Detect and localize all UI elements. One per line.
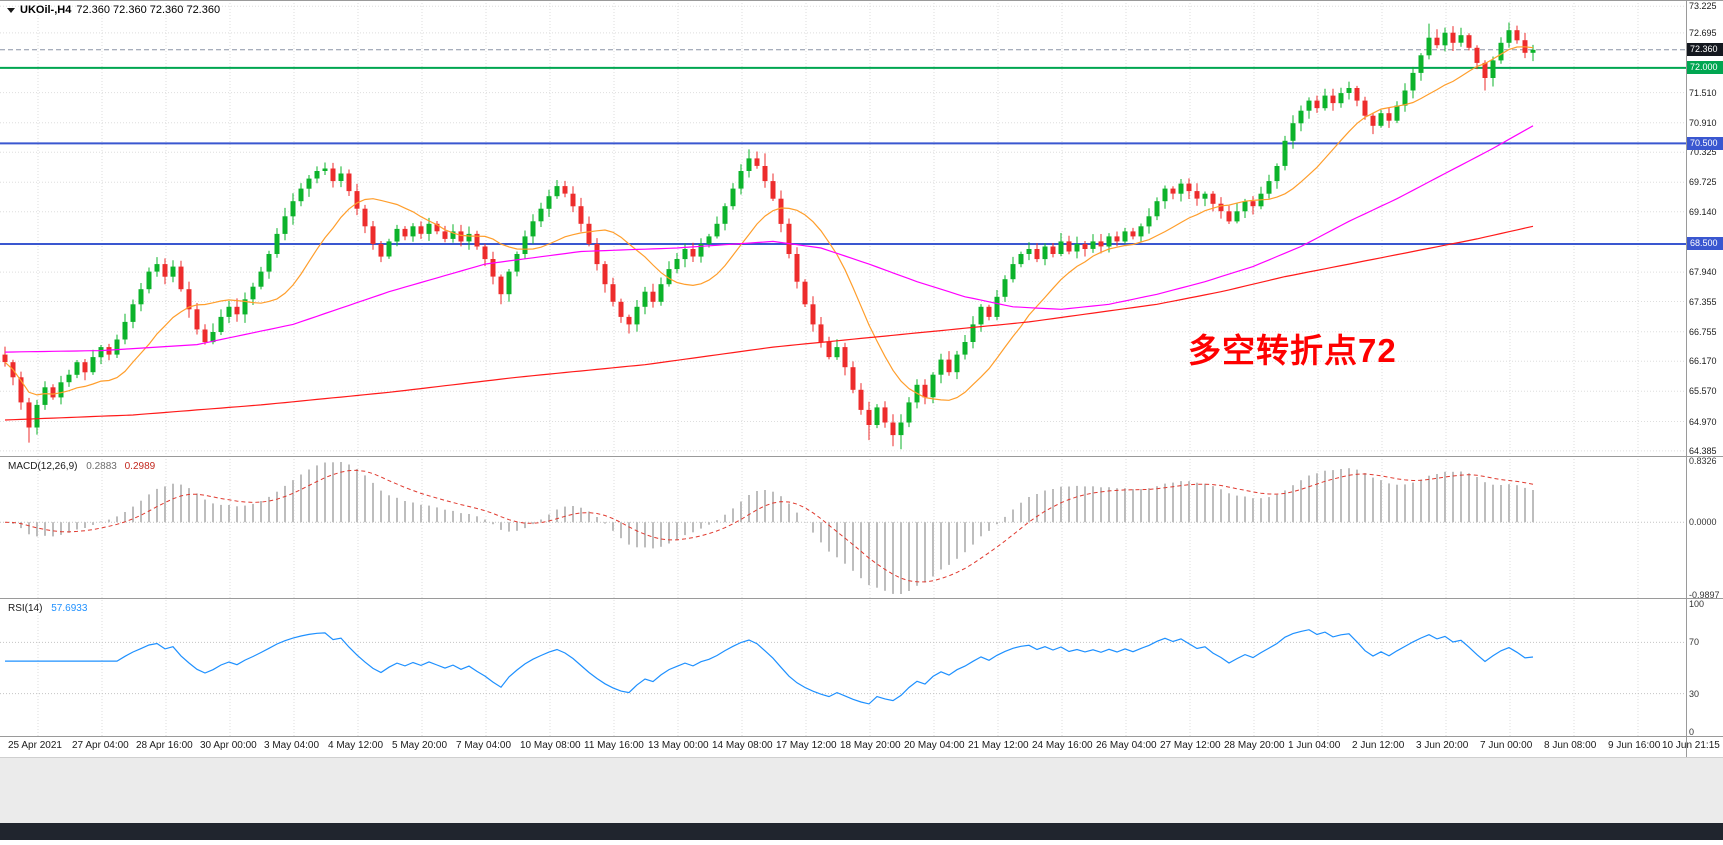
macd-axis-label: 0.0000 xyxy=(1689,517,1717,527)
time-axis-label: 10 Jun 21:15 xyxy=(1662,740,1720,751)
time-axis-label: 14 May 08:00 xyxy=(712,740,773,751)
time-axis-label: 27 May 12:00 xyxy=(1160,740,1221,751)
time-axis-label: 3 Jun 20:00 xyxy=(1416,740,1469,751)
time-axis-label: 27 Apr 04:00 xyxy=(72,740,129,751)
time-axis-label: 1 Jun 04:00 xyxy=(1288,740,1341,751)
time-axis-label: 26 May 04:00 xyxy=(1096,740,1157,751)
price-level-badge: 72.000 xyxy=(1687,61,1723,74)
price-axis-label: 65.570 xyxy=(1689,386,1717,396)
rsi-axis-label: 100 xyxy=(1689,599,1705,609)
price-axis-label: 64.385 xyxy=(1689,446,1717,456)
time-axis-label: 8 Jun 08:00 xyxy=(1544,740,1597,751)
time-axis-label: 3 May 04:00 xyxy=(264,740,320,751)
price-level-badge: 70.500 xyxy=(1687,137,1723,150)
ohlc-values: 72.360 72.360 72.360 72.360 xyxy=(76,4,221,16)
price-axis-label: 69.140 xyxy=(1689,207,1717,217)
time-axis-label: 25 Apr 2021 xyxy=(8,740,62,751)
price-axis-label: 66.170 xyxy=(1689,356,1717,366)
rsi-name: RSI(14) xyxy=(8,603,43,614)
time-axis-label: 2 Jun 12:00 xyxy=(1352,740,1405,751)
symbol-dropdown-icon[interactable] xyxy=(7,7,15,13)
time-axis-label: 7 May 04:00 xyxy=(456,740,512,751)
bottom-strip xyxy=(0,823,1723,840)
price-axis-label: 70.910 xyxy=(1689,118,1717,128)
rsi-axis-label: 0 xyxy=(1689,727,1695,737)
price-axis-label: 72.695 xyxy=(1689,28,1717,38)
price-axis-label: 67.355 xyxy=(1689,297,1717,307)
price-axis-label: 73.225 xyxy=(1689,1,1717,11)
price-axis-label: 71.510 xyxy=(1689,88,1717,98)
price-axis-label: 67.940 xyxy=(1689,267,1717,277)
macd-indicator-label: MACD(12,26,9) 0.2883 0.2989 xyxy=(8,461,155,472)
page-margin xyxy=(0,758,1723,823)
price-axis-label: 69.725 xyxy=(1689,177,1717,187)
current-price-badge: 72.360 xyxy=(1687,43,1723,56)
macd-main-value: 0.2883 xyxy=(86,461,117,472)
time-axis-label: 20 May 04:00 xyxy=(904,740,965,751)
chart-title-bar: UKOil-,H4 72.360 72.360 72.360 72.360 xyxy=(7,4,220,16)
rsi-value: 57.6933 xyxy=(51,603,88,614)
rsi-axis-label: 70 xyxy=(1689,637,1700,647)
price-axis-label: 70.325 xyxy=(1689,147,1717,157)
time-axis-label: 4 May 12:00 xyxy=(328,740,384,751)
symbol-timeframe-label: UKOil-,H4 xyxy=(20,4,72,16)
price-axis-label: 66.755 xyxy=(1689,327,1717,337)
time-axis-label: 9 Jun 16:00 xyxy=(1608,740,1661,751)
time-axis-label: 24 May 16:00 xyxy=(1032,740,1093,751)
time-axis-label: 13 May 00:00 xyxy=(648,740,709,751)
chart-annotation-text[interactable]: 多空转折点72 xyxy=(1188,332,1397,369)
rsi-indicator-label: RSI(14) 57.6933 xyxy=(8,603,87,614)
time-axis-label: 5 May 20:00 xyxy=(392,740,448,751)
time-axis-label: 30 Apr 00:00 xyxy=(200,740,257,751)
macd-axis-label: -0.9897 xyxy=(1689,590,1720,600)
macd-name: MACD(12,26,9) xyxy=(8,461,78,472)
time-axis-label: 10 May 08:00 xyxy=(520,740,581,751)
time-axis-label: 18 May 20:00 xyxy=(840,740,901,751)
macd-axis-label: 0.8326 xyxy=(1689,456,1717,466)
rsi-axis-label: 30 xyxy=(1689,689,1700,699)
time-axis-label: 28 Apr 16:00 xyxy=(136,740,193,751)
time-axis-label: 11 May 16:00 xyxy=(584,740,644,751)
price-axis-label: 64.970 xyxy=(1689,417,1717,427)
time-axis-label: 17 May 12:00 xyxy=(776,740,837,751)
time-axis-label: 7 Jun 00:00 xyxy=(1480,740,1533,751)
time-axis-label: 28 May 20:00 xyxy=(1224,740,1285,751)
time-axis-label: 21 May 12:00 xyxy=(968,740,1029,751)
price-level-badge: 68.500 xyxy=(1687,237,1723,250)
macd-signal-value: 0.2989 xyxy=(124,461,156,472)
